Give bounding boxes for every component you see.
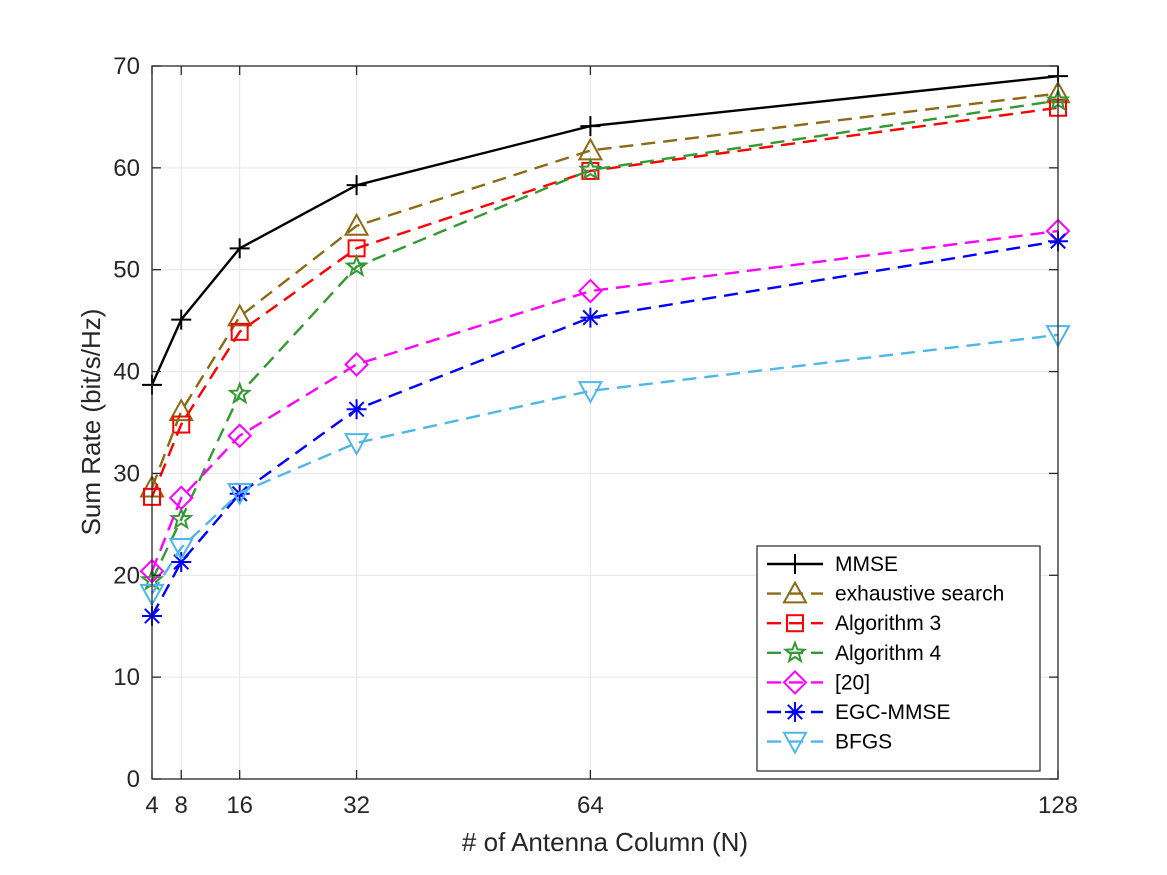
data-point: [581, 161, 600, 180]
data-point: [577, 278, 603, 304]
legend-item: Algorithm 4: [767, 639, 942, 665]
legend-item: MMSE: [767, 553, 898, 576]
series-line: [150, 92, 1059, 489]
tick-labels: 0 10 20 30 40 50 60 70 4 8 16 32 64 128: [113, 53, 1078, 819]
legend: MMSE exhaustive search Algorithm 3 Algorith…: [756, 545, 1041, 772]
y-tick-label: 20: [113, 562, 140, 589]
series-line: [150, 229, 1059, 572]
data-point: [171, 309, 192, 330]
data-point: [343, 433, 370, 456]
data-point: [226, 482, 253, 506]
data-point: [346, 175, 367, 196]
data-point: [172, 415, 191, 434]
y-tick-label: 40: [113, 359, 140, 386]
data-point: [227, 423, 253, 449]
tick-marks: [151, 65, 1059, 780]
series-bfgs: [139, 325, 1071, 607]
data-point: [226, 303, 253, 327]
legend-item: EGC-MMSE: [767, 701, 951, 724]
legend-marker: [785, 702, 805, 722]
legend-label: BFGS: [835, 731, 892, 754]
series-line: [150, 75, 1059, 386]
legend-item: exhaustive search: [767, 580, 1004, 606]
data-point: [171, 552, 192, 573]
data-point: [227, 381, 252, 405]
data-point: [343, 212, 370, 236]
data-point: [344, 352, 369, 377]
legend-marker: [786, 614, 804, 633]
data-point: [580, 116, 601, 137]
legend-label: EGC-MMSE: [835, 701, 951, 724]
legend-marker: [782, 669, 808, 695]
y-tick-label: 30: [113, 460, 140, 487]
data-point: [169, 506, 194, 530]
data-point: [346, 399, 367, 420]
legend-label: MMSE: [835, 553, 898, 576]
x-tick-label: 8: [175, 792, 188, 819]
legend-item: Algorithm 3: [767, 612, 941, 635]
x-tick-label: 16: [226, 792, 253, 819]
y-tick-label: 60: [113, 155, 140, 182]
legend-label: exhaustive search: [835, 583, 1004, 606]
data-point: [168, 485, 194, 511]
legend-marker: [782, 580, 808, 604]
series-line: [150, 240, 1059, 617]
legend-item: BFGS: [767, 731, 892, 755]
series-line: [150, 333, 1059, 595]
data-point: [168, 537, 194, 561]
y-tick-label: 10: [113, 664, 140, 691]
legend-marker: [782, 731, 808, 755]
series-line: [150, 99, 1059, 581]
data-point: [580, 307, 601, 328]
data-point: [344, 253, 369, 278]
y-tick-label: 50: [113, 257, 140, 284]
data-point: [230, 322, 249, 341]
y-axis-label: Sum Rate (bit/s/Hz): [76, 309, 106, 536]
x-tick-label: 128: [1038, 792, 1078, 819]
legend-label: [20]: [835, 671, 870, 694]
x-tick-label: 32: [343, 792, 370, 819]
data-point: [229, 238, 250, 259]
series-lines: [139, 66, 1071, 627]
data-point: [577, 381, 604, 404]
y-tick-label: 0: [127, 766, 140, 793]
series-mmse: [142, 66, 1068, 395]
data-point: [578, 157, 603, 181]
x-tick-label: 64: [577, 792, 604, 819]
legend-marker: [782, 639, 808, 664]
legend-label: Algorithm 3: [835, 612, 941, 635]
x-axis-label: # of Antenna Column (N): [462, 827, 748, 857]
legend-marker: [785, 554, 805, 574]
axes-box: [151, 65, 1059, 780]
data-point: [168, 398, 194, 422]
x-tick-label: 4: [145, 792, 158, 819]
y-tick-label: 70: [113, 53, 140, 80]
legend-item: [20]: [767, 669, 870, 695]
legend-label: Algorithm 4: [835, 642, 942, 665]
